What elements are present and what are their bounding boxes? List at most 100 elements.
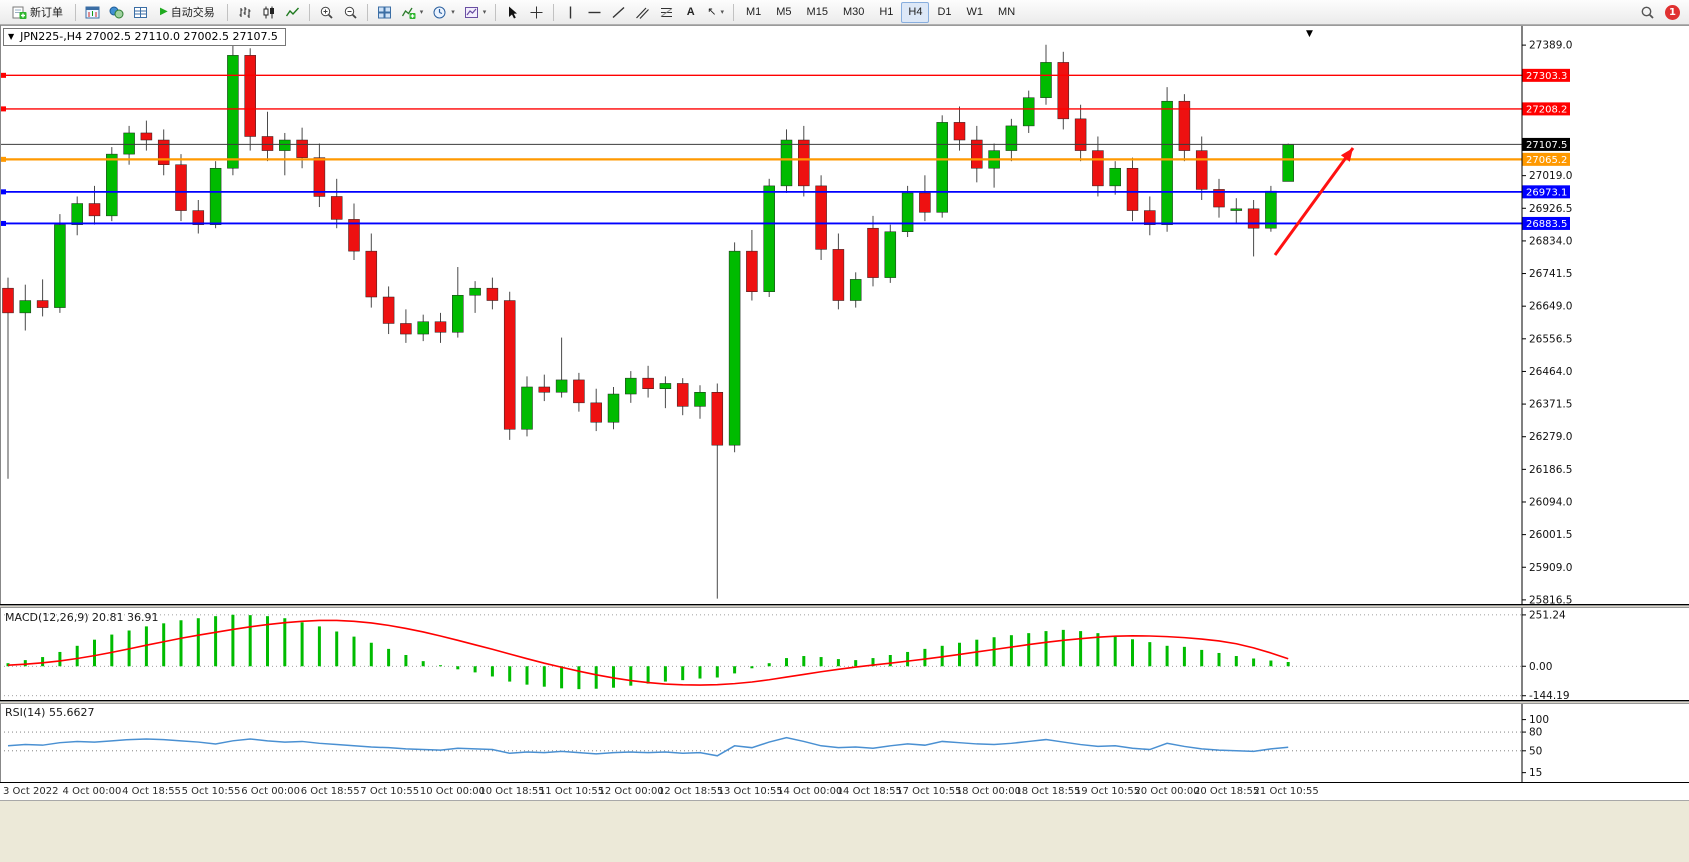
candle (521, 386, 533, 430)
timeframe-button-D1[interactable]: D1 (930, 2, 958, 23)
candle (901, 192, 914, 232)
indicators-button[interactable]: ▾ (397, 2, 428, 23)
zoom-in-button[interactable] (315, 2, 338, 23)
time-axis: 3 Oct 2022 4 Oct 00:00 4 Oct 18:55 5 Oct 10… (0, 782, 1689, 800)
candle (261, 136, 274, 151)
timeframe-button-W1[interactable]: W1 (960, 2, 991, 23)
bar-chart-icon (237, 5, 252, 20)
candles (2, 44, 1294, 599)
price-badge-text: 27065.2 (1526, 155, 1567, 166)
tile-windows-button[interactable] (373, 2, 396, 23)
timeframe-button-H4[interactable]: H4 (901, 1, 930, 23)
horizontal-line-icon (587, 5, 602, 20)
time-axis-label: 7 Oct 10:55 (360, 786, 420, 797)
line-handle (1, 106, 6, 112)
ohlc-info-box[interactable]: ▼ JPN225-,H4 27002.5 27110.0 27002.5 271… (3, 28, 286, 46)
y-axis-label: 26649.0 (1529, 301, 1572, 313)
trendline-tool-button[interactable] (607, 2, 630, 23)
timeframe-button-M30[interactable]: M30 (836, 2, 871, 23)
candle (676, 383, 689, 407)
macd-axis-label: -144.19 (1529, 690, 1570, 701)
line-chart-button[interactable] (281, 2, 304, 23)
y-axis-label: 26094.0 (1529, 496, 1572, 508)
panel-splitter[interactable] (0, 605, 1689, 608)
timeframe-button-M1[interactable]: M1 (739, 2, 768, 23)
candle (919, 192, 931, 213)
channel-tool-button[interactable] (631, 2, 654, 23)
crosshair-tool-button[interactable] (525, 2, 548, 23)
candlestick-chart-button[interactable] (257, 2, 280, 23)
market-watch-button[interactable] (105, 2, 128, 23)
chart-shift-marker-icon[interactable]: ▼ (1306, 29, 1313, 39)
market-watch-icon (109, 5, 124, 20)
candle (1178, 100, 1191, 151)
panel-splitter[interactable] (0, 701, 1689, 704)
candle (106, 153, 118, 217)
price-badge (1522, 102, 1570, 116)
price-badge-text: 27303.3 (1526, 71, 1567, 82)
data-window-icon (133, 5, 148, 20)
macd-value-signal: 36.91 (127, 611, 159, 624)
bar-chart-button[interactable] (233, 2, 256, 23)
candle (746, 250, 758, 292)
candle (503, 300, 516, 430)
candle (2, 287, 14, 314)
candle (1161, 100, 1173, 225)
timeframe-button-M5[interactable]: M5 (769, 2, 798, 23)
annotation-arrow[interactable] (1273, 147, 1355, 256)
main-price-chart[interactable]: 27303.3 27208.2 27107.5 27065.2 26973.1 26883… (0, 25, 1689, 605)
dropdown-caret-icon: ▾ (419, 8, 424, 16)
ohlc-info-text: JPN225-,H4 27002.5 27110.0 27002.5 27107… (20, 30, 278, 43)
timeframe-button-MN[interactable]: MN (991, 2, 1022, 23)
candle (296, 139, 308, 158)
text-tool-button[interactable]: A (679, 2, 702, 23)
candle (590, 402, 602, 423)
y-axis-label: 26464.0 (1529, 366, 1572, 378)
periods-button[interactable]: ▾ (428, 2, 459, 23)
collapse-arrow-icon: ▼ (8, 32, 15, 41)
timeframe-button-M15[interactable]: M15 (800, 2, 835, 23)
notification-badge[interactable]: 1 (1665, 4, 1680, 20)
y-axis-label: 25816.5 (1529, 594, 1572, 605)
vertical-line-tool-button[interactable] (559, 2, 582, 23)
macd-panel[interactable]: 251.24 0.00 -144.19 (0, 608, 1689, 701)
arrows-tool-button[interactable]: ↖ ▾ (703, 2, 728, 23)
fibonacci-icon (659, 5, 674, 20)
candle (157, 139, 170, 165)
candle (971, 139, 983, 169)
zoom-out-button[interactable] (339, 2, 362, 23)
time-axis-label: 21 Oct 10:55 (1253, 786, 1319, 797)
candle (209, 167, 222, 225)
search-button[interactable] (1636, 2, 1659, 23)
macd-axis-label: 251.24 (1529, 609, 1566, 621)
cursor-tool-button[interactable] (501, 2, 524, 23)
timeframe-button-H1[interactable]: H1 (872, 2, 900, 23)
horizontal-line-tool-button[interactable] (583, 2, 606, 23)
auto-trading-button[interactable]: ▶ 自动交易 (153, 2, 222, 23)
timeframe-group: M1 M5 M15 M30 H1 H4 D1 W1 MN (739, 1, 1022, 23)
toolbar-right-group: 1 (1636, 2, 1684, 23)
candle (1144, 210, 1156, 225)
candle (1074, 118, 1087, 151)
data-window-button[interactable] (129, 2, 152, 23)
toolbar-separator (75, 3, 76, 21)
fibonacci-tool-button[interactable] (655, 2, 678, 23)
window-background (0, 800, 1689, 862)
time-axis-label: 18 Oct 18:55 (1015, 786, 1081, 797)
search-icon (1640, 5, 1655, 20)
candle (123, 132, 135, 155)
candle (348, 219, 360, 252)
chart-window-button[interactable] (81, 2, 104, 23)
rsi-axis-label: 50 (1529, 745, 1542, 757)
new-order-button[interactable]: 新订单 (5, 2, 70, 23)
candle (313, 157, 326, 197)
channel-icon (635, 5, 650, 20)
candle (71, 203, 83, 225)
time-axis-label: 20 Oct 18:55 (1194, 786, 1260, 797)
templates-button[interactable]: ▾ (460, 2, 491, 23)
line-handle (1, 72, 6, 78)
annotation-arrow-head (1340, 148, 1353, 162)
macd-signal-line (7, 619, 1289, 686)
